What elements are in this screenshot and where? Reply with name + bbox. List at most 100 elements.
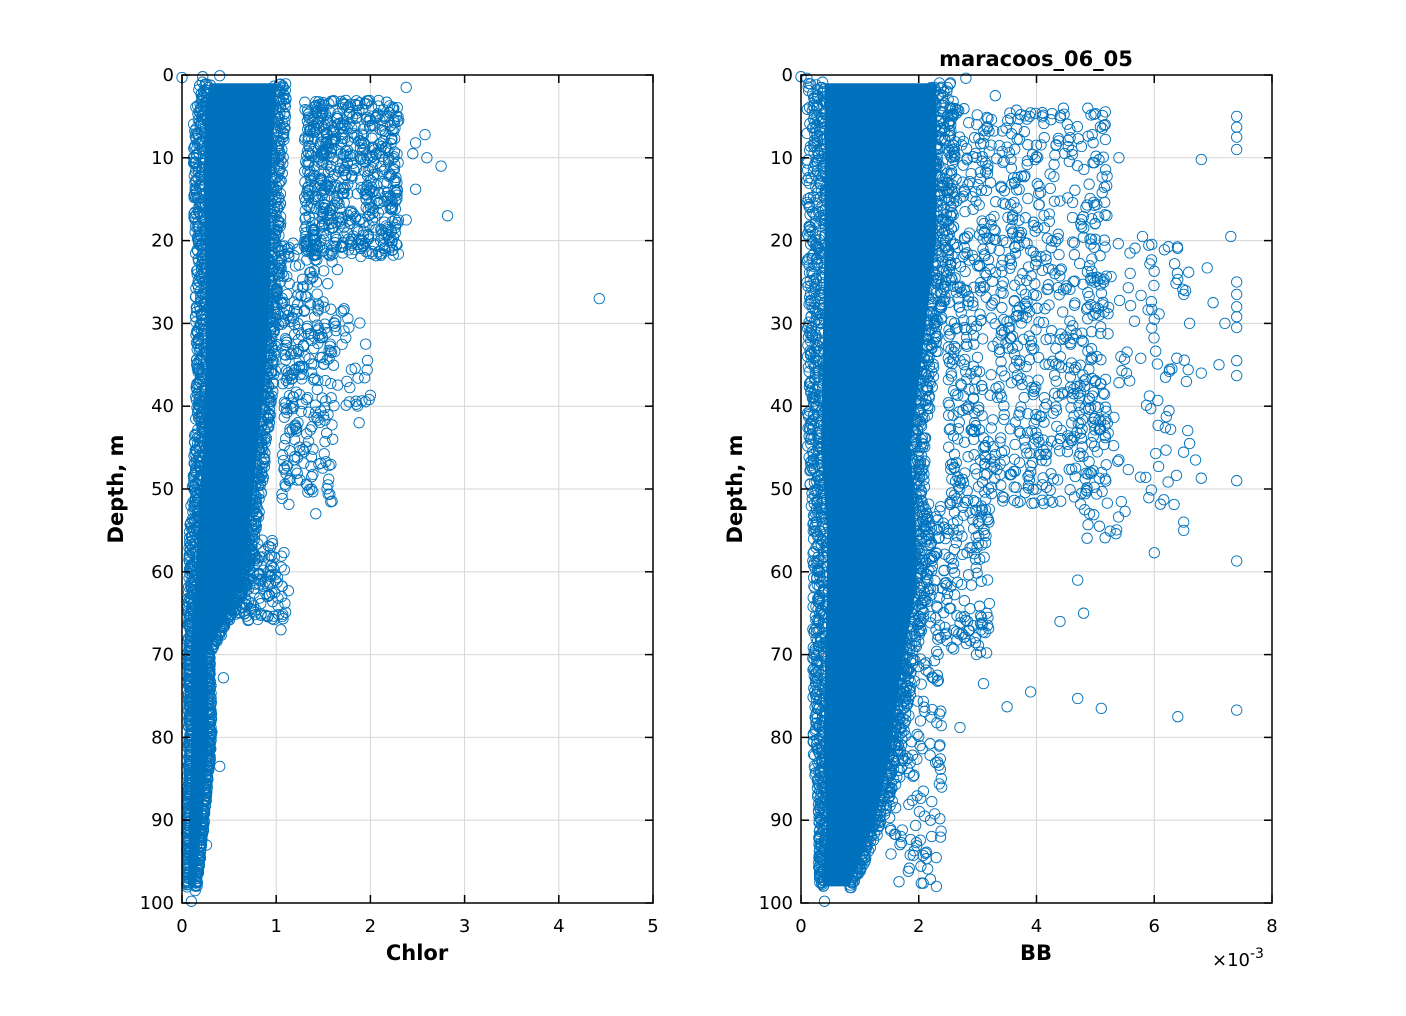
chlor-data-point: [250, 508, 263, 520]
chlor-data-point: [184, 774, 196, 787]
chlor-data-point: [195, 249, 208, 262]
chlor-data-point: [347, 207, 359, 220]
chlor-x-axis-label: Chlor: [386, 941, 449, 965]
chlor-data-point: [184, 545, 196, 557]
chlor-data-point: [387, 244, 399, 256]
chlor-data-point: [268, 98, 280, 111]
chlor-data-point: [325, 377, 337, 390]
chlor-data-point: [379, 110, 391, 122]
chlor-y-tick-label: 100: [140, 893, 174, 914]
chlor-data-point: [248, 524, 260, 536]
chlor-data-point: [312, 414, 324, 426]
chlor-data-point: [277, 454, 290, 467]
chlor-data-point: [342, 209, 354, 221]
chlor-data-point: [256, 438, 268, 450]
chlor-data-point: [183, 797, 195, 809]
chlor-data-point: [185, 517, 197, 530]
chlor-data-point: [266, 390, 278, 402]
chlor-data-point: [302, 159, 315, 171]
chlor-data-point: [266, 122, 279, 134]
chlor-data-point: [376, 203, 388, 215]
chlor-data-point: [302, 184, 314, 196]
chlor-data-point: [374, 196, 386, 208]
chlor-data-point: [292, 298, 304, 310]
chlor-data-point: [316, 220, 328, 232]
chlor-data-point: [329, 199, 341, 211]
chlor-x-tick-label: 5: [647, 916, 658, 937]
chlor-data-point: [385, 195, 397, 207]
chlor-x-tick-label: 0: [176, 916, 187, 937]
chlor-data-point: [268, 326, 280, 338]
chlor-data-point: [344, 150, 356, 163]
chlor-data-point: [292, 243, 304, 255]
chlor-data-point: [185, 687, 197, 700]
chlor-data-point: [317, 462, 329, 474]
chlor-x-tick-label: 4: [553, 916, 564, 937]
chlor-data-point: [311, 288, 323, 300]
chlor-data-point: [302, 108, 314, 120]
chlor-data-point: [198, 818, 210, 831]
chlor-data-point: [335, 217, 347, 229]
chlor-y-tick-label: 80: [151, 727, 174, 748]
chlor-data-point: [320, 143, 332, 155]
chlor-data-point: [331, 118, 344, 131]
chlor-data-point: [204, 723, 216, 735]
chlor-data-point: [385, 138, 397, 150]
chlor-data-point: [183, 659, 195, 671]
chlor-data-point: [317, 212, 329, 225]
chlor-data-point: [366, 248, 379, 260]
chlor-data-point: [351, 223, 363, 236]
chlor-data-point: [295, 405, 307, 418]
chlor-data-point: [262, 247, 274, 259]
chlor-y-tick-label: 90: [151, 810, 174, 831]
chlor-data-point: [200, 342, 213, 354]
chlor-data-point: [325, 160, 337, 173]
chlor-data-point: [273, 270, 285, 282]
chlor-y-tick-label: 50: [151, 479, 174, 500]
chlor-data-point: [321, 209, 333, 221]
chlor-data-point: [363, 150, 376, 162]
chlor-data-point: [201, 774, 213, 787]
chlor-data-point: [190, 490, 203, 502]
chlor-data-point: [357, 129, 369, 142]
chlor-data-point: [192, 378, 205, 390]
chlor-data-point: [317, 245, 330, 257]
chlor-data-point: [389, 122, 401, 134]
chlor-data-point: [189, 528, 201, 541]
chlor-data-point: [375, 160, 387, 172]
chlor-data-point: [306, 133, 318, 145]
chlor-data-point: [389, 219, 402, 231]
chlor-data-point: [194, 232, 206, 245]
chlor-data-point: [279, 101, 291, 113]
chlor-data-point: [337, 98, 350, 110]
chlor-data-point: [362, 164, 374, 177]
chlor-data-point: [364, 163, 376, 176]
chlor-y-tick-label: 40: [151, 396, 174, 417]
chlor-data-point: [280, 433, 292, 445]
chlor-data-point: [317, 147, 329, 159]
chlor-data-point: [198, 403, 210, 416]
chlor-data-point: [386, 133, 398, 145]
chlor-data-point: [319, 119, 331, 131]
chlor-data-point: [299, 235, 311, 248]
chlor-data-point: [193, 854, 206, 866]
chlor-data-point: [184, 745, 197, 757]
chlor-data-point: [328, 135, 340, 147]
chlor-data-point: [203, 685, 215, 697]
chlor-data-point: [192, 526, 205, 539]
chlor-data-point: [299, 96, 311, 108]
chlor-data-point: [204, 753, 216, 765]
chlor-data-point: [310, 106, 322, 118]
chlor-data-point: [278, 270, 290, 282]
chlor-data-point: [198, 166, 210, 178]
chlor-x-tick-label: 1: [270, 916, 281, 937]
chlor-data-point: [378, 216, 391, 228]
chlor-data-point: [263, 421, 275, 433]
chlor-data-point: [337, 149, 350, 161]
chlor-data-point: [322, 408, 334, 421]
chlor-data-point: [222, 614, 234, 626]
chlor-data-point: [202, 684, 214, 696]
chlor-data-point: [323, 182, 335, 194]
